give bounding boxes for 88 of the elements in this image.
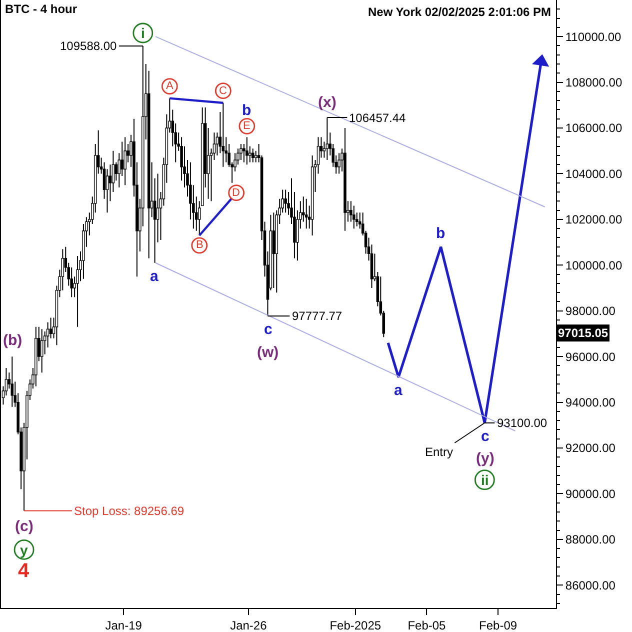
- candlestick: [236, 148, 240, 166]
- candlestick: [228, 144, 230, 168]
- y-tick-label: 104000.00: [565, 166, 622, 181]
- text: 97015.05: [558, 326, 608, 340]
- candlestick: [281, 189, 284, 214]
- y-tick-label: 100000.00: [565, 258, 622, 272]
- annotation: Entry: [425, 445, 454, 459]
- y-tick-label: 110000.00: [565, 30, 622, 44]
- annotation: E: [243, 120, 250, 132]
- candlestick: [304, 198, 308, 230]
- y-tick-label: 108000.00: [565, 75, 622, 90]
- candlestick: [76, 256, 79, 328]
- candlestick: [34, 326, 38, 387]
- annotation: c: [264, 321, 272, 338]
- x-tick-label: Feb-2025: [330, 618, 382, 632]
- annotation: i: [141, 25, 145, 41]
- annotation: A: [166, 80, 174, 92]
- annotation: C: [219, 85, 227, 97]
- annotation: b: [242, 102, 252, 119]
- annotation: 106457.44: [349, 111, 406, 125]
- annotation: 97777.77: [292, 309, 342, 323]
- chart-title: BTC - 4 hour: [5, 2, 78, 16]
- annotation: y: [20, 542, 28, 558]
- annotation: 93100.00: [497, 416, 548, 430]
- candlestick: [332, 144, 334, 168]
- annotation: b: [436, 225, 446, 242]
- y-tick-label: 106000.00: [565, 121, 622, 136]
- candlestick: [10, 356, 14, 408]
- annotation: (c): [15, 518, 34, 535]
- candlestick: [344, 128, 346, 232]
- candlestick: [248, 146, 252, 163]
- candlestick: [124, 136, 126, 186]
- annotation: c: [481, 428, 490, 445]
- annotation: ii: [481, 472, 489, 488]
- annotation: (x): [318, 94, 336, 111]
- y-tick-label: 86000.00: [565, 578, 616, 592]
- candlestick: [358, 212, 362, 230]
- candlestick: [338, 152, 340, 174]
- annotation: (b): [3, 332, 22, 349]
- candlestick: [183, 146, 186, 188]
- y-tick-label: 96000.00: [565, 350, 616, 364]
- x-tick-label: Jan-19: [105, 618, 142, 632]
- candlestick: [352, 205, 356, 230]
- candlestick: [251, 148, 254, 163]
- candlestick: [192, 184, 195, 230]
- annotation: B: [196, 239, 204, 251]
- x-tick-label: Feb-09: [479, 618, 518, 632]
- candlestick: [180, 136, 183, 182]
- annotation: (w): [257, 344, 279, 361]
- candlestick: [40, 328, 44, 374]
- annotation: D: [232, 187, 240, 199]
- candlestick: [302, 196, 305, 222]
- candlestick: [174, 122, 177, 163]
- candlestick: [350, 200, 352, 222]
- x-tick-label: Feb-05: [408, 618, 446, 632]
- x-tick-label: Jan-26: [230, 618, 268, 632]
- candlestick: [355, 212, 358, 227]
- annotation: a: [394, 382, 403, 399]
- candlestick: [70, 266, 73, 298]
- candlestick: [67, 262, 70, 286]
- annotation: New York 02/02/2025 2:01:06 PM: [368, 5, 552, 19]
- candlestick: [284, 189, 287, 214]
- y-tick-label: 94000.00: [565, 395, 616, 410]
- candlestick: [240, 144, 242, 160]
- candlestick: [224, 136, 228, 163]
- candlestick: [234, 152, 236, 172]
- candlestick: [112, 150, 115, 192]
- annotation: (y): [476, 450, 494, 467]
- y-tick-label: 88000.00: [565, 532, 616, 547]
- candlestick: [195, 196, 198, 232]
- candlestick: [246, 136, 248, 166]
- candlestick: [293, 192, 296, 259]
- candlestick: [189, 162, 192, 220]
- candlestick: [322, 141, 326, 158]
- y-tick-label: 90000.00: [565, 486, 616, 501]
- annotation: 109588.00: [60, 39, 118, 53]
- candlestick: [171, 109, 174, 147]
- y-tick-label: 102000.00: [565, 212, 622, 227]
- y-tick-label: 92000.00: [565, 441, 616, 456]
- annotation: Stop Loss: 89256.69: [74, 504, 184, 518]
- candlestick: [147, 70, 150, 259]
- y-tick-label: 98000.00: [565, 304, 616, 318]
- candlestick: [296, 210, 299, 262]
- annotation: 4: [18, 560, 30, 582]
- candlestick: [153, 178, 156, 264]
- candlestick: [310, 154, 314, 236]
- annotation: a: [150, 268, 159, 285]
- candlestick: [82, 224, 85, 280]
